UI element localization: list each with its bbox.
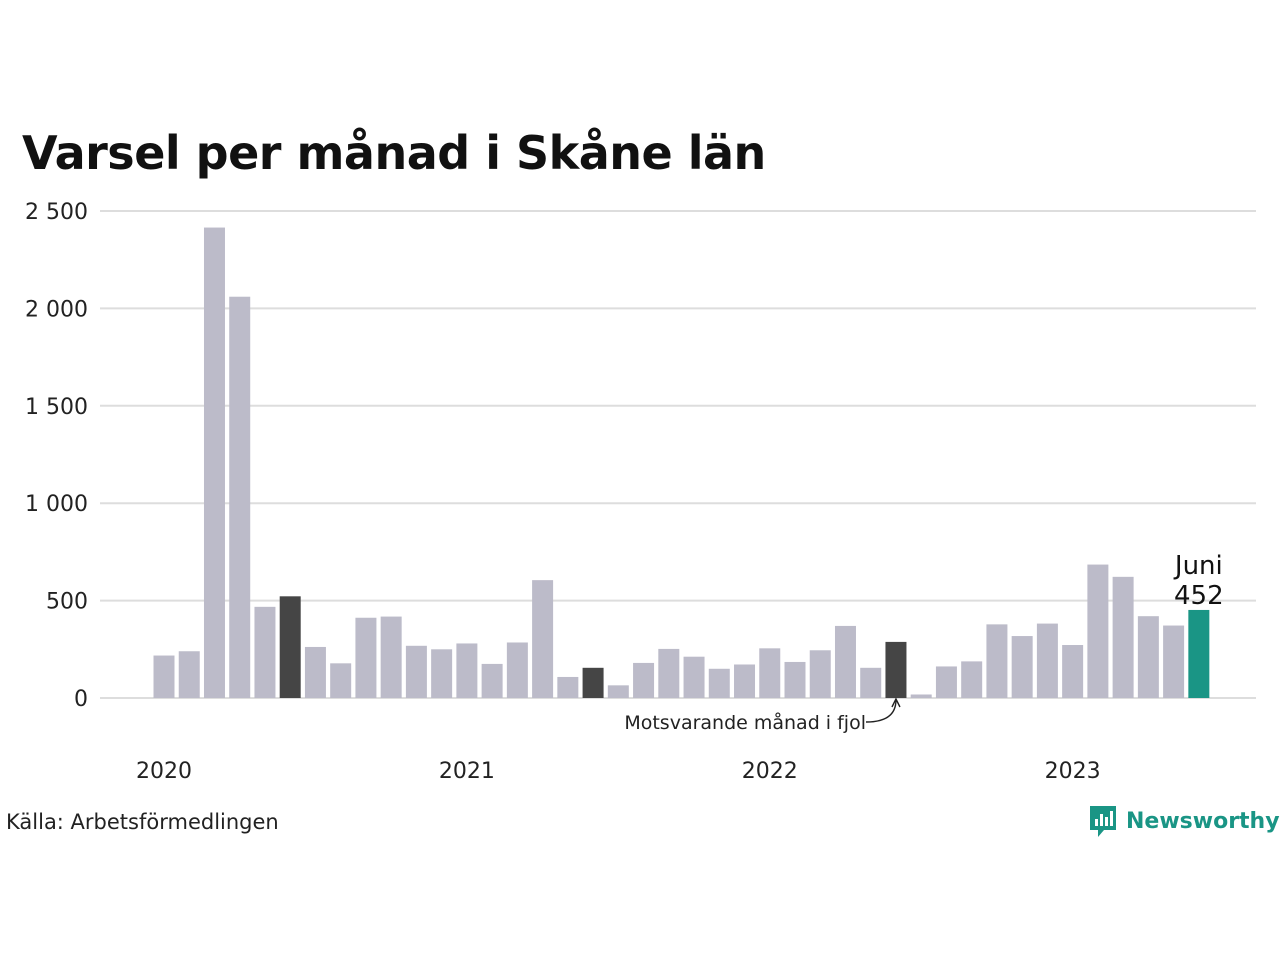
bar: [254, 606, 276, 698]
current-value-label: 452: [1174, 581, 1224, 611]
bar: [986, 624, 1008, 698]
current-month-label: Juni: [1173, 551, 1223, 581]
source-note: Källa: Arbetsförmedlingen: [6, 810, 279, 834]
bar: [532, 580, 554, 698]
bar: [456, 643, 478, 698]
bar: [229, 296, 251, 698]
bar: [834, 625, 856, 698]
bar: [431, 649, 453, 698]
bar: [153, 655, 175, 698]
y-tick-label: 1 500: [25, 395, 88, 420]
bar: [330, 663, 352, 698]
bar: [1062, 645, 1084, 698]
bar: [961, 661, 983, 698]
bar: [355, 617, 377, 698]
same-month-note: Motsvarande månad i fjol: [624, 711, 866, 734]
bar: [860, 667, 882, 698]
bar: [1087, 564, 1109, 698]
bar: [304, 646, 326, 698]
bars: [153, 227, 1210, 699]
bar: [633, 662, 655, 698]
bar: [279, 596, 301, 698]
newsworthy-logo-icon: [1090, 806, 1116, 837]
x-tick-label: 2022: [742, 759, 798, 784]
bar: [734, 664, 756, 698]
bar: [481, 663, 503, 698]
y-tick-label: 2 500: [25, 200, 88, 225]
brand-name: Newsworthy: [1126, 808, 1280, 834]
bar: [1011, 636, 1033, 698]
bar: [1137, 616, 1159, 698]
bar: [405, 645, 427, 698]
bar: [759, 648, 781, 698]
bar: [1163, 625, 1185, 698]
bar: [178, 651, 200, 698]
bar: [582, 667, 604, 698]
bar: [809, 650, 831, 698]
y-tick-label: 0: [74, 687, 88, 712]
bar: [784, 661, 806, 698]
bar: [1112, 576, 1134, 698]
y-tick-label: 1 000: [25, 492, 88, 517]
y-tick-label: 500: [46, 590, 88, 615]
note-arrowhead: [891, 697, 901, 708]
bar: [607, 685, 629, 698]
note-arrow: [865, 699, 897, 723]
x-tick-label: 2023: [1045, 759, 1101, 784]
bar: [506, 642, 528, 698]
bar: [203, 227, 225, 699]
y-tick-label: 2 000: [25, 297, 88, 322]
chart-title: Varsel per månad i Skåne län: [22, 126, 766, 180]
bar: [935, 666, 957, 698]
bar: [658, 648, 680, 698]
x-axis-ticks: 2020 2021 2022 2023: [136, 759, 1101, 784]
bar: [708, 668, 730, 698]
y-axis-ticks: 0 500 1 000 1 500 2 000 2 500: [25, 200, 88, 712]
bar: [380, 616, 402, 698]
x-tick-label: 2020: [136, 759, 192, 784]
bar: [910, 694, 932, 698]
bar: [1188, 609, 1210, 698]
bar: [1036, 623, 1058, 698]
bar: [557, 676, 579, 698]
bar: [885, 641, 907, 698]
bar: [683, 656, 705, 698]
brand-logo[interactable]: Newsworthy: [1088, 804, 1280, 838]
x-tick-label: 2021: [439, 759, 495, 784]
